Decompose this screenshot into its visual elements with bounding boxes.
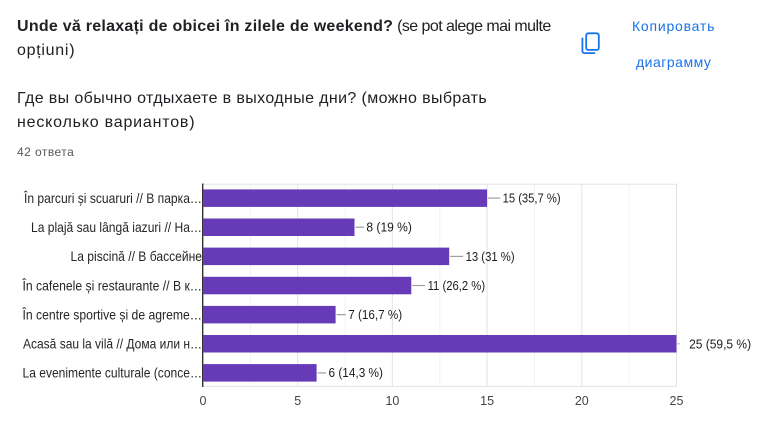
svg-text:20: 20 (575, 394, 589, 408)
svg-text:8 (19 %): 8 (19 %) (366, 220, 412, 235)
svg-text:La plajă sau lângă iazuri // Н: La plajă sau lângă iazuri // На… (31, 219, 202, 235)
svg-text:0: 0 (200, 394, 207, 408)
svg-text:7 (16,7 %): 7 (16,7 %) (348, 307, 402, 322)
svg-text:11 (26,2 %): 11 (26,2 %) (428, 278, 486, 293)
svg-text:În parcuri și scuaruri // В па: În parcuri și scuaruri // В парка… (23, 190, 202, 206)
svg-text:6 (14,3 %): 6 (14,3 %) (329, 365, 384, 380)
svg-text:5: 5 (294, 394, 301, 408)
svg-text:25: 25 (670, 394, 684, 408)
svg-text:13 (31 %): 13 (31 %) (466, 249, 515, 264)
svg-text:15: 15 (480, 394, 494, 408)
svg-text:15 (35,7 %): 15 (35,7 %) (503, 191, 561, 206)
svg-text:La evenimente culturale (conce: La evenimente culturale (conce… (23, 365, 203, 381)
svg-text:La piscină // В бассейне: La piscină // В бассейне (71, 248, 203, 264)
svg-text:În centre sportive și de agrem: În centre sportive și de agreme… (22, 306, 202, 322)
svg-text:În cafenele și restaurante //: În cafenele și restaurante // В к… (22, 277, 202, 293)
svg-text:25 (59,5 %): 25 (59,5 %) (689, 336, 751, 351)
svg-text:Acasă sau la vilă // Дома или: Acasă sau la vilă // Дома или н… (23, 336, 202, 352)
svg-text:10: 10 (385, 394, 399, 408)
